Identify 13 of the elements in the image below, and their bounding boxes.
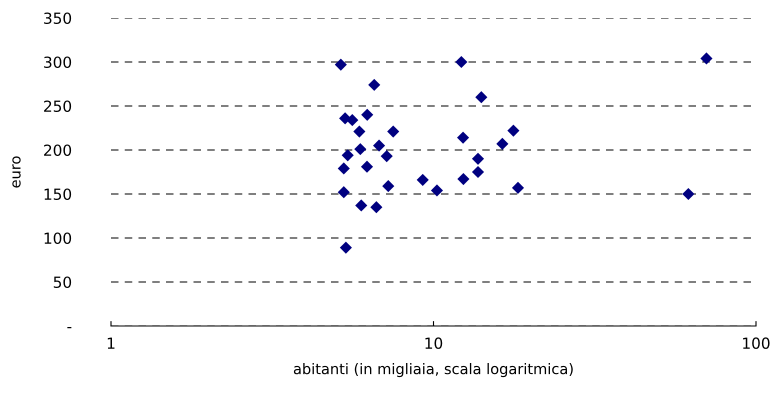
x-tick-label: 1 <box>108 338 114 349</box>
y-tick-label: 200 <box>44 144 72 156</box>
y-tick-label: 250 <box>44 100 72 112</box>
x-tick-label: 10 <box>425 337 442 349</box>
y-tick-label: 150 <box>44 188 72 200</box>
y-tick-label: 350 <box>44 12 72 24</box>
x-axis-title: abitanti (in migliaia, scala logaritmica) <box>294 363 573 378</box>
y-tick-label: 300 <box>44 56 72 68</box>
y-tick-label: 50 <box>54 276 72 288</box>
x-tick-label: 100 <box>743 337 770 349</box>
y-tick-label: - <box>67 327 72 328</box>
y-axis-title: euro <box>12 156 21 188</box>
y-tick-label: 100 <box>44 232 72 244</box>
